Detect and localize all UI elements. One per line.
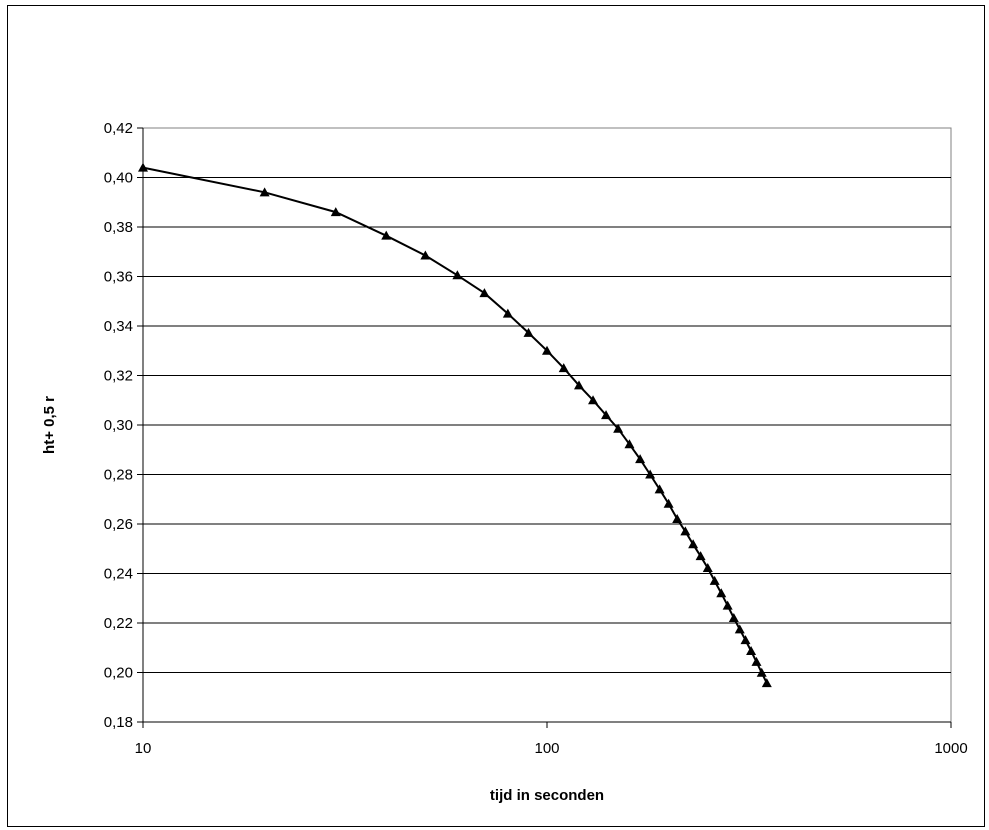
data-point-marker — [479, 288, 490, 298]
data-point-marker — [761, 678, 772, 688]
y-tick-label: 0,34 — [104, 318, 133, 335]
data-point-marker — [654, 484, 665, 494]
data-point-marker — [558, 363, 569, 373]
y-tick-label: 0,36 — [104, 269, 133, 286]
data-point-marker — [635, 454, 646, 464]
y-tick-label: 0,40 — [104, 170, 133, 187]
data-point-marker — [624, 439, 635, 449]
data-point-marker — [702, 563, 713, 573]
x-tick-label: 100 — [534, 740, 559, 757]
data-point-marker — [672, 514, 683, 524]
data-point-marker — [746, 645, 757, 655]
data-point-marker — [695, 551, 706, 561]
y-tick-label: 0,28 — [104, 467, 133, 484]
x-tick-labels: 10 100 1000 — [135, 740, 968, 757]
y-tick-label: 0,24 — [104, 566, 133, 583]
data-point-marker — [756, 667, 767, 677]
data-point-marker — [138, 162, 148, 172]
data-point-marker — [420, 250, 431, 260]
data-point-marker — [751, 656, 762, 666]
y-tick-label: 0,18 — [104, 714, 133, 731]
series-markers — [138, 162, 772, 688]
data-point-marker — [709, 575, 720, 585]
y-tick-label: 0,42 — [104, 120, 133, 137]
y-tick-label: 0,22 — [104, 615, 133, 632]
y-tick-labels: 0,18 0,20 0,22 0,24 0,26 0,28 0,30 0,32 0,34 0,36… — [104, 120, 133, 731]
data-point-marker — [381, 230, 392, 240]
x-tick-label: 10 — [135, 740, 152, 757]
data-point-marker — [613, 423, 624, 433]
x-axis-title: tijd in seconden — [490, 787, 604, 804]
data-point-marker — [663, 498, 674, 508]
data-point-marker — [452, 270, 463, 280]
grid-lines — [143, 177, 951, 673]
data-point-marker — [601, 410, 612, 420]
data-point-marker — [688, 539, 699, 549]
axis-ticks — [137, 127, 952, 728]
data-point-marker — [573, 380, 584, 390]
data-point-marker — [502, 308, 513, 318]
data-point-marker — [728, 613, 739, 623]
y-tick-label: 0,30 — [104, 417, 133, 434]
y-tick-label: 0,32 — [104, 368, 133, 385]
data-point-marker — [330, 207, 341, 217]
data-point-marker — [523, 327, 534, 337]
y-axis-title: ht+ 0,5 r — [41, 396, 58, 454]
y-tick-label: 0,20 — [104, 665, 133, 682]
data-point-marker — [542, 345, 552, 355]
data-point-marker — [588, 395, 599, 405]
data-point-marker — [734, 624, 745, 634]
data-point-marker — [740, 635, 751, 645]
data-point-marker — [645, 469, 656, 479]
data-point-marker — [722, 600, 733, 610]
data-point-marker — [680, 526, 691, 536]
y-tick-label: 0,38 — [104, 219, 133, 236]
x-tick-label: 1000 — [934, 740, 967, 757]
data-point-marker — [716, 588, 727, 598]
data-point-marker — [259, 187, 270, 197]
y-tick-label: 0,26 — [104, 516, 133, 533]
